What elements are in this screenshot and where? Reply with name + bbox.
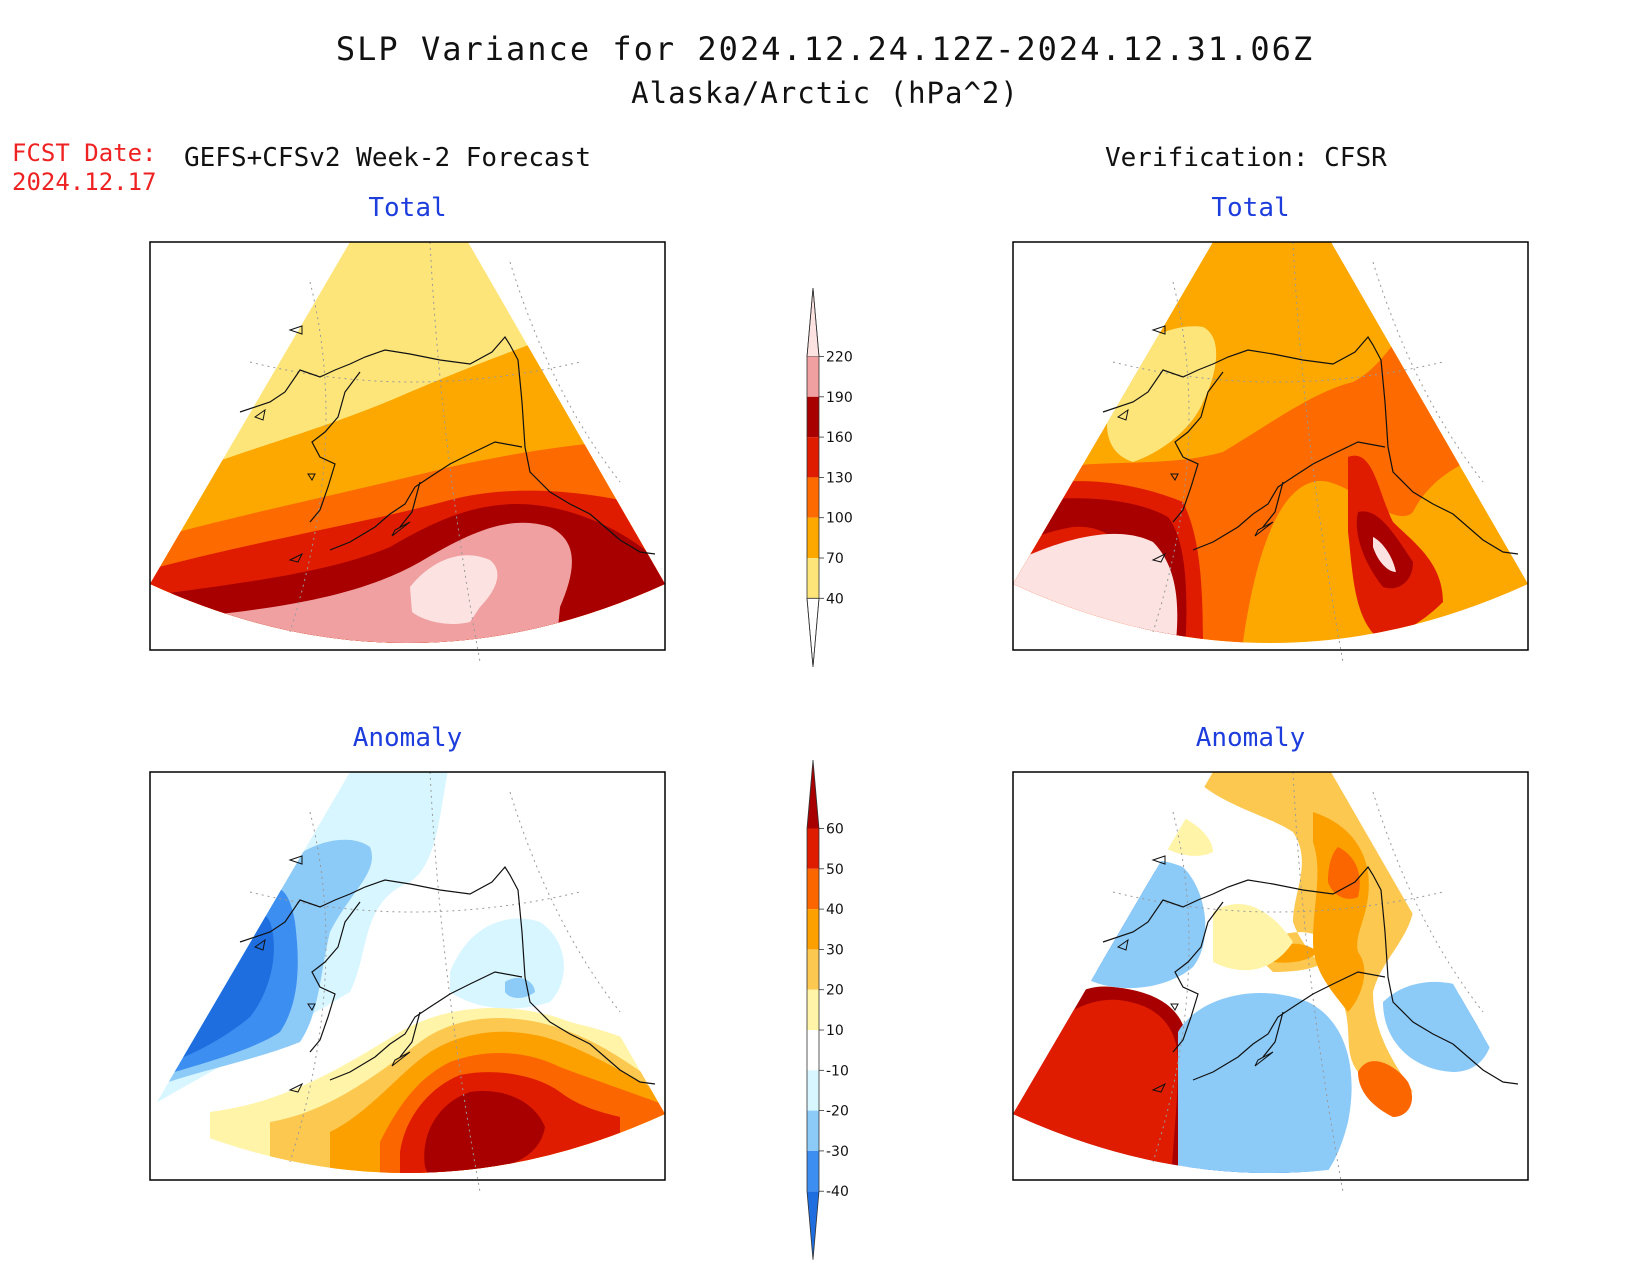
graticule <box>249 241 621 663</box>
colorbar-anomaly: -40 -30 -20 -10 10 20 30 40 50 60 <box>806 759 849 1260</box>
colorbar-total-segment-bottom <box>806 597 820 667</box>
fill-fcst-anomaly-9 <box>424 1091 545 1173</box>
map-verif-total <box>1012 241 1529 663</box>
graticule <box>1112 241 1484 663</box>
colorbar-total-segment-top <box>806 287 820 357</box>
colorbar-total-segment <box>807 477 819 518</box>
colorbar-anomaly-tick-label: 30 <box>826 942 844 958</box>
colorbar-total-segment <box>807 437 819 478</box>
map-frame <box>1012 771 1529 1181</box>
colorbar-total-tick-label: 190 <box>826 390 853 406</box>
colorbar-total-segment <box>807 517 819 559</box>
map-fcst-anomaly <box>149 771 666 1193</box>
colorbar-anomaly-segment <box>807 949 819 990</box>
chart-title: SLP Variance for 2024.12.24.12Z-2024.12.… <box>335 30 1315 68</box>
colorbar-anomaly-segment <box>807 1030 819 1071</box>
colorbar-total-tick-label: 100 <box>826 511 853 527</box>
colorbar-total-segment <box>807 558 819 599</box>
colorbar-anomaly-segment <box>807 1110 819 1151</box>
colorbar-anomaly-tick-label: -30 <box>826 1144 849 1160</box>
colorbar-anomaly-tick-label: 20 <box>826 983 844 999</box>
map-fcst-total <box>149 241 666 663</box>
colorbar-anomaly-segment <box>807 868 819 910</box>
chart-subtitle: Alaska/Arctic (hPa^2) <box>631 76 1019 110</box>
fill-verif-anomaly-6 <box>1058 859 1494 1173</box>
panel-title-fcst-total: Total <box>368 193 447 223</box>
fill-verif-anomaly-8 <box>1143 802 1293 971</box>
alaska-coastline <box>1102 865 1519 1085</box>
panel-title-fcst-anomaly: Anomaly <box>352 723 463 753</box>
colorbar-total-tick-label: 220 <box>826 350 853 366</box>
map-frame <box>149 241 666 651</box>
alaska-coastline <box>1102 335 1519 555</box>
colorbar-total-tick-label: 40 <box>826 591 844 607</box>
colorbar-anomaly-tick-label: 40 <box>826 902 844 918</box>
colorbar-total: 40 70 100 130 160 190 220 <box>806 287 853 667</box>
fill-verif-anomaly-2 <box>1328 847 1413 1117</box>
colorbar-anomaly-segment-bottom <box>807 1191 819 1260</box>
fcst-date-value: 2024.12.17 <box>12 168 157 196</box>
graticule <box>1112 771 1484 1193</box>
colorbar-total-tick-label: 70 <box>826 551 844 567</box>
colorbar-anomaly-tick-label: -40 <box>826 1184 849 1200</box>
colorbar-anomaly-tick-label: -20 <box>826 1104 849 1120</box>
alaska-coastline <box>239 335 656 555</box>
colorbar-total-tick-label: 130 <box>826 470 853 486</box>
map-verif-anomaly <box>1012 771 1529 1193</box>
colorbar-anomaly-segment <box>807 1070 819 1111</box>
colorbar-total-segment <box>807 356 819 397</box>
colorbar-anomaly-tick-label: 10 <box>826 1023 844 1039</box>
colorbar-anomaly-segment <box>807 989 819 1031</box>
colorbar-anomaly-segment-top <box>807 760 819 829</box>
colorbar-total-tick-label: 160 <box>826 430 853 446</box>
panel-title-verif-anomaly: Anomaly <box>1195 723 1306 753</box>
panel-title-verif-total: Total <box>1211 193 1290 223</box>
colorbar-anomaly-segment <box>807 909 819 950</box>
colorbar-total-segment <box>807 396 819 438</box>
forecast-heading: GEFS+CFSv2 Week-2 Forecast <box>184 143 591 173</box>
verification-heading: Verification: CFSR <box>1105 143 1387 173</box>
fcst-date-label: FCST Date: <box>12 139 157 167</box>
alaska-coastline <box>239 865 656 1085</box>
colorbar-anomaly-tick-label: 60 <box>826 822 844 838</box>
fill-fcst-total-6 <box>410 555 498 624</box>
colorbar-anomaly-segment <box>807 1150 819 1192</box>
graticule <box>249 771 621 1193</box>
colorbar-anomaly-tick-label: -10 <box>826 1063 849 1079</box>
map-frame <box>1012 241 1529 651</box>
colorbar-anomaly-segment <box>807 828 819 869</box>
map-frame <box>149 771 666 1181</box>
colorbar-anomaly-tick-label: 50 <box>826 862 844 878</box>
